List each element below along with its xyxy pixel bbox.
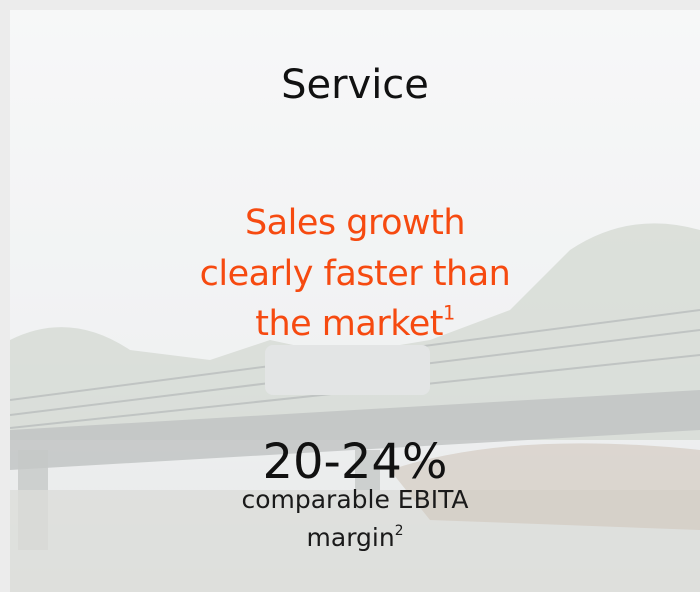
headline-line: clearly faster than — [10, 254, 700, 294]
description-line: margin2 — [10, 523, 700, 552]
headline-line: Sales growth — [10, 203, 700, 243]
description-line: comparable EBITA — [10, 485, 700, 514]
footnote-mark: 1 — [443, 302, 455, 325]
footnote-mark: 2 — [395, 523, 404, 539]
headline-line: the market1 — [10, 304, 700, 344]
headline-text: the market — [255, 304, 443, 344]
title: Service — [10, 62, 700, 108]
page: {"title": "Service", "headline": {"lines… — [0, 0, 700, 592]
slide-card: Service Sales growth clearly faster than… — [10, 10, 700, 592]
description-text: margin — [307, 523, 395, 552]
metric: 20-24% — [10, 434, 700, 490]
